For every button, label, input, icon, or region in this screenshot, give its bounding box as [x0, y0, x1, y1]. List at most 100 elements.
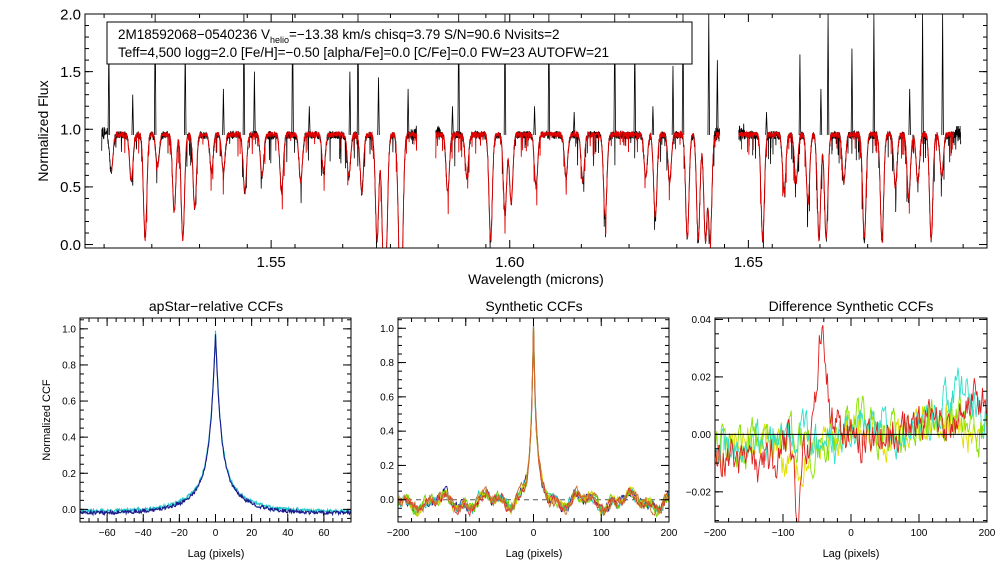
emission-spike: [572, 111, 576, 136]
difference-ccf-line-diff-red: [715, 325, 987, 522]
x-tick-label: 60: [318, 528, 330, 539]
observed-spectrum-chip-2: [435, 125, 721, 248]
emission-spike: [613, 14, 616, 136]
spectrum-ticks: 1.55 1.60 1.65 0.0 0.5 1.0 1.5 2.0: [60, 6, 987, 271]
y-tick-label: 0.6: [380, 392, 394, 403]
emission-spike: [242, 14, 246, 136]
apstar-ccf-line-visit-1: [79, 334, 352, 517]
emission-spike: [503, 14, 507, 136]
y-tick-label: 0.5: [60, 179, 81, 196]
spectrum-info-box: [106, 21, 693, 65]
synthetic-spectrum-chip-1: [110, 130, 418, 248]
x-tick-label: 0: [848, 528, 854, 539]
info-line-2: Teff=4,500 logg=2.0 [Fe/H]=−0.50 [alpha/…: [118, 45, 609, 60]
x-tick-label: 0: [531, 528, 537, 539]
y-tick-label: 0.02: [692, 372, 712, 383]
synthetic-ccf-line-ccf-c: [397, 323, 670, 519]
emission-spike: [819, 88, 823, 136]
y-tick-label: 1.0: [60, 122, 81, 139]
difference-ccf-ticks: −200 −100 0 100 200 −0.02 0.00 0.02 0.04: [686, 315, 996, 539]
emission-spike: [798, 54, 802, 136]
apstar-ccf-x-axis-title: Lag (pixels): [188, 548, 245, 560]
emission-spike: [941, 14, 944, 136]
x-tick-label: −100: [454, 528, 477, 539]
emission-spike: [850, 48, 854, 136]
spectrum-x-axis-title: Wavelength (microns): [468, 271, 604, 287]
apstar-ccf-line-visit-2: [79, 330, 352, 515]
x-tick-label: 200: [979, 528, 996, 539]
emission-spike: [921, 14, 924, 136]
x-tick-label: −200: [387, 528, 410, 539]
y-tick-label: 0.8: [380, 358, 394, 369]
emission-spike: [826, 14, 830, 136]
emission-spike: [681, 14, 685, 136]
y-tick-label: 0.0: [380, 495, 394, 506]
apstar-ccf-ticks: −60 −40 −20 0 20 40 60 0.0 0.2 0.4 0.6 0.8 1.0: [62, 318, 352, 539]
x-tick-label: 100: [593, 528, 610, 539]
emission-spike: [457, 14, 460, 136]
y-tick-label: 0.2: [380, 461, 394, 472]
apstar-ccf-panel: apStar−relative CCFs −60 −40 −20 0 20 40 60 0.0…: [41, 298, 352, 560]
y-tick-label: 2.0: [60, 6, 81, 23]
emission-spike: [451, 106, 454, 136]
emission-spike: [716, 60, 719, 136]
y-tick-label: 0.2: [62, 469, 76, 480]
apstar-ccf-axes-frame: [79, 317, 352, 523]
emission-spike: [872, 14, 876, 136]
emission-spike: [765, 111, 768, 136]
apstar-ccf-plot-area: [79, 330, 352, 517]
y-tick-label: 1.0: [62, 324, 76, 335]
x-tick-label: −60: [99, 528, 116, 539]
x-tick-label: 20: [246, 528, 258, 539]
difference-ccf-title: Difference Synthetic CCFs: [769, 298, 934, 314]
x-tick-label: −40: [135, 528, 152, 539]
y-tick-label: 0.6: [62, 397, 76, 408]
synthetic-ccf-line-ccf-d: [397, 324, 670, 517]
y-tick-label: 0.00: [692, 430, 712, 441]
synthetic-ccf-plot-area: [397, 318, 670, 519]
y-tick-label: 0.8: [62, 360, 76, 371]
x-tick-label: −200: [704, 528, 727, 539]
y-tick-label: 0.04: [692, 315, 712, 326]
emission-spike: [291, 14, 294, 136]
y-tick-label: 0.0: [60, 237, 81, 254]
synthetic-ccf-line-ccf-f: [397, 324, 670, 517]
emission-spike: [707, 14, 710, 136]
emission-spike: [308, 106, 311, 136]
y-tick-label: 0.0: [62, 505, 76, 516]
synthetic-ccf-title: Synthetic CCFs: [485, 298, 582, 314]
emission-spike: [533, 106, 536, 136]
y-tick-label: 0.4: [380, 427, 394, 438]
emission-spike: [131, 94, 134, 136]
emission-spike: [406, 88, 410, 136]
synthetic-ccf-x-axis-title: Lag (pixels): [506, 548, 563, 560]
difference-ccf-line-diff-cyan: [715, 367, 987, 465]
x-tick-label: 0: [213, 528, 219, 539]
x-tick-label: 40: [282, 528, 294, 539]
apstar-ccf-title: apStar−relative CCFs: [149, 298, 283, 314]
synthetic-ccf-ticks: −200 −100 0 100 200 0.0 0.2 0.4 0.6 0.8 1.0: [380, 318, 678, 539]
x-tick-label: 1.65: [734, 254, 763, 271]
difference-ccf-x-axis-title: Lag (pixels): [823, 548, 880, 560]
y-tick-label: 1.5: [60, 64, 81, 81]
info-line-1: 2M18592068−0540236 Vhelio=−13.38 km/s ch…: [118, 27, 560, 45]
emission-spike: [908, 88, 911, 136]
spectrum-panel: 1.55 1.60 1.65 0.0 0.5 1.0 1.5 2.0 2M18592068−0…: [35, 6, 988, 287]
apstar-ccf-y-axis-title: Normalized CCF: [41, 379, 53, 461]
y-tick-label: −0.02: [686, 487, 712, 498]
spectrum-axes-frame: [84, 13, 988, 249]
emission-spike: [651, 106, 655, 136]
emission-spike: [377, 77, 380, 136]
emission-spike: [547, 14, 551, 136]
emission-spike: [222, 88, 225, 136]
spectrum-plot-area: [101, 14, 962, 248]
synthetic-spectrum-chip-2: [435, 129, 721, 248]
y-tick-label: 0.4: [62, 433, 76, 444]
difference-ccf-plot-area: [715, 325, 987, 522]
emission-spike: [253, 71, 256, 136]
synthetic-spectrum-chip-3: [738, 130, 955, 243]
x-tick-label: −100: [772, 528, 795, 539]
difference-ccf-panel: Difference Synthetic CCFs −200 −100 0 100 20…: [686, 298, 996, 560]
x-tick-label: −20: [171, 528, 188, 539]
